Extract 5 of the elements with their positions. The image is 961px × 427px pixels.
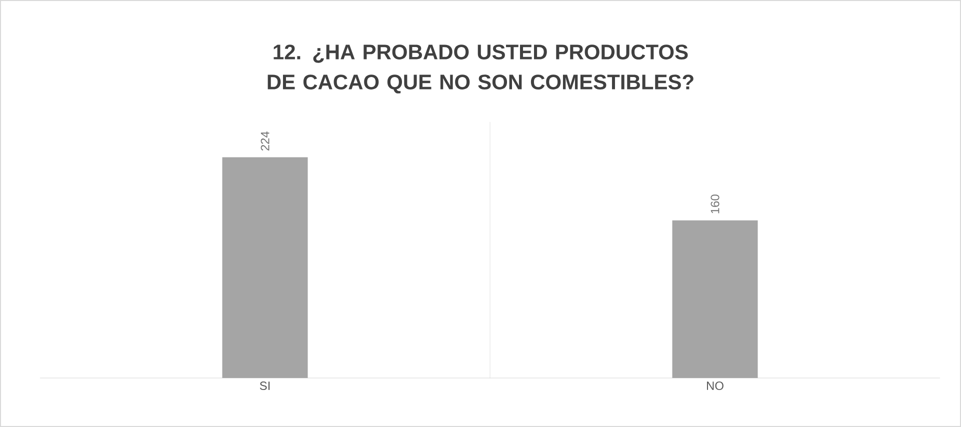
data-label: 160 bbox=[710, 194, 720, 214]
x-tick-label: NO bbox=[706, 382, 724, 390]
x-tick-label: SI bbox=[260, 382, 270, 390]
chart-title: 12. ¿HA PROBADO USTED PRODUCTOS DE CACAO QUE NO SON COMESTIBLES? bbox=[268, 44, 694, 94]
data-label: 224 bbox=[260, 131, 270, 150]
